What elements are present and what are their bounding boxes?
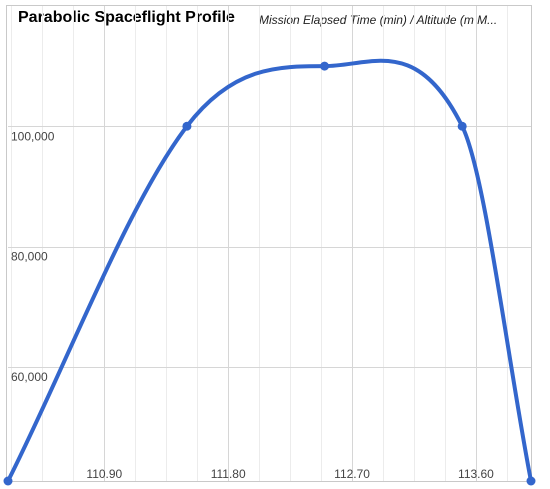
x-tick-label: 110.90 <box>86 467 122 481</box>
data-point <box>457 121 467 131</box>
x-tick-label: 113.60 <box>458 467 494 481</box>
series-group <box>6 58 533 483</box>
data-point <box>3 476 13 486</box>
minor-gridlines <box>11 6 508 481</box>
data-points <box>3 61 536 486</box>
y-axis-labels: 60,000 80,000 100,000 <box>11 129 55 384</box>
y-tick-label: 60,000 <box>11 370 48 384</box>
y-tick-label: 100,000 <box>11 129 55 143</box>
gridlines <box>8 6 531 481</box>
x-tick-label: 112.70 <box>334 467 370 481</box>
x-axis-labels: 110.90 111.80 112.70 113.60 <box>86 467 494 481</box>
data-point <box>526 476 536 486</box>
y-tick-label: 80,000 <box>11 250 48 264</box>
data-point <box>182 121 192 131</box>
data-point <box>320 61 330 71</box>
series-line-0 <box>6 58 533 483</box>
x-tick-label: 111.80 <box>211 467 246 481</box>
chart-frame <box>6 5 532 482</box>
chart-title: Parabolic Spaceflight Profile <box>18 9 235 26</box>
